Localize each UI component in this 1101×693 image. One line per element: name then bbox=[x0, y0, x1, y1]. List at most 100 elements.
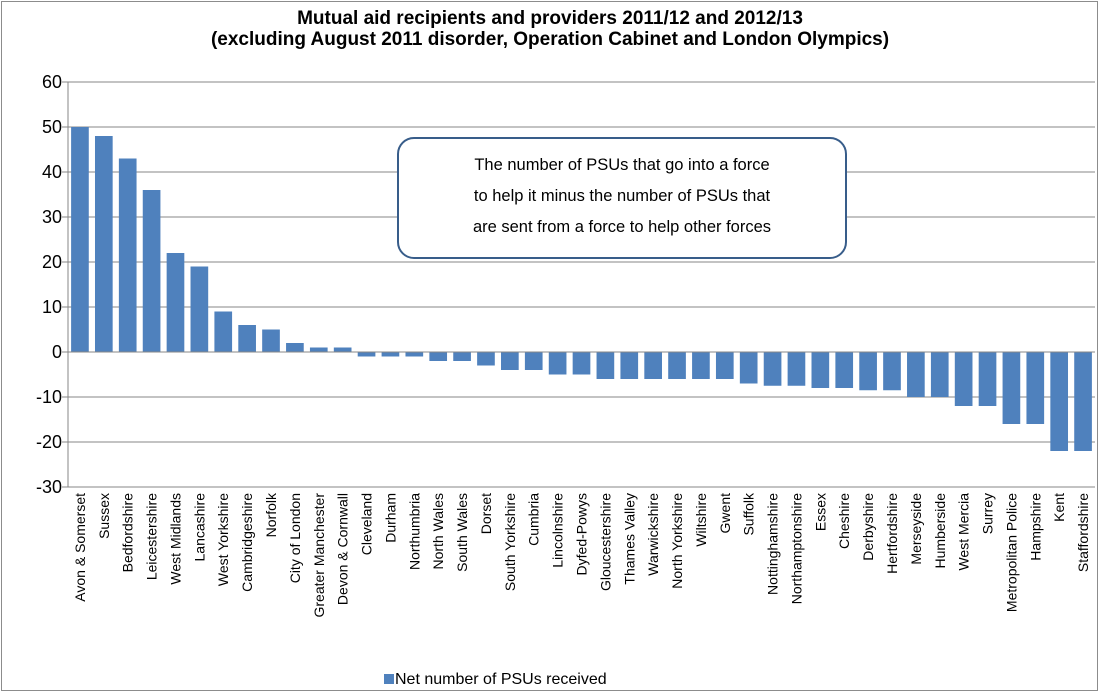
bar bbox=[94, 136, 113, 352]
x-tick-label: Devon & Cornwall bbox=[335, 493, 351, 605]
x-tick-label: Warwickshire bbox=[645, 493, 661, 576]
x-tick-label: Sussex bbox=[96, 493, 112, 539]
bar bbox=[859, 352, 877, 391]
x-tick-label: Hertfordshire bbox=[884, 493, 900, 574]
y-tick-label: 40 bbox=[42, 162, 62, 182]
x-tick-label: Thames Valley bbox=[621, 493, 637, 585]
x-tick-label: Surrey bbox=[980, 493, 996, 534]
x-tick-label: Northumbria bbox=[406, 493, 422, 570]
x-tick-label: Lincolnshire bbox=[550, 493, 566, 568]
bar bbox=[930, 352, 949, 397]
chart-title-line-1: Mutual aid recipients and providers 2011… bbox=[297, 8, 803, 29]
bar bbox=[644, 352, 662, 379]
x-tick-label: Dyfed-Powys bbox=[574, 493, 590, 575]
bar bbox=[978, 352, 997, 406]
legend-label: Net number of PSUs received bbox=[395, 671, 607, 688]
axes bbox=[67, 82, 1095, 487]
x-tick-label: Norfolk bbox=[263, 492, 279, 537]
y-tick-labels: 60 50 40 30 20 10 0 -10 -20 -30 bbox=[36, 72, 62, 497]
bar bbox=[692, 352, 710, 379]
x-tick-label: West Yorkshire bbox=[215, 493, 231, 586]
bar bbox=[190, 266, 209, 352]
x-tick-label: Derbyshire bbox=[860, 493, 876, 561]
bar bbox=[548, 352, 567, 375]
bar bbox=[429, 352, 448, 361]
bar bbox=[835, 352, 854, 388]
x-tick-label: City of London bbox=[287, 493, 303, 583]
bar bbox=[524, 352, 543, 370]
bar bbox=[166, 253, 185, 352]
x-tick-label: Dorset bbox=[478, 493, 494, 534]
x-tick-label: Nottinghamshire bbox=[765, 493, 781, 595]
x-tick-label: Northamptonshire bbox=[788, 493, 804, 604]
y-tick-label: -10 bbox=[36, 387, 62, 407]
y-tick-label: 0 bbox=[52, 342, 62, 362]
x-tick-label: West Midlands bbox=[167, 493, 183, 585]
annotation-line-3: are sent from a force to help other forc… bbox=[473, 218, 771, 236]
x-tick-label: Merseyside bbox=[908, 493, 924, 565]
bar bbox=[1074, 352, 1092, 451]
x-tick-label: Cambridgeshire bbox=[239, 493, 255, 592]
y-tick-label: 20 bbox=[42, 252, 62, 272]
annotation-callout: The number of PSUs that go into a force … bbox=[397, 137, 847, 259]
y-tick-label: -30 bbox=[36, 477, 62, 497]
x-tick-labels: Avon & Somerset Sussex Bedfordshire Leicest… bbox=[72, 492, 1091, 618]
x-tick-label: West Mercia bbox=[956, 493, 972, 571]
bar bbox=[238, 325, 256, 352]
bar bbox=[954, 352, 973, 406]
bar bbox=[1026, 352, 1045, 424]
x-tick-label: Humberside bbox=[932, 493, 948, 569]
bar bbox=[763, 352, 782, 386]
bar bbox=[1050, 352, 1069, 451]
bar bbox=[357, 352, 376, 357]
annotation-line-2: to help it minus the number of PSUs that bbox=[474, 187, 771, 205]
y-tick-label: 50 bbox=[42, 117, 62, 137]
y-tick-label: 30 bbox=[42, 207, 62, 227]
y-tick-label: -20 bbox=[36, 432, 62, 452]
bar bbox=[907, 352, 925, 397]
x-tick-label: Cheshire bbox=[836, 493, 852, 549]
x-tick-label: Suffolk bbox=[741, 492, 757, 536]
bar bbox=[668, 352, 686, 379]
x-tick-label: Gwent bbox=[717, 493, 733, 534]
legend-swatch bbox=[384, 674, 394, 684]
bar bbox=[214, 311, 233, 352]
x-tick-label: South Wales bbox=[454, 493, 470, 572]
x-tick-label: Essex bbox=[812, 493, 828, 531]
bars bbox=[71, 127, 1092, 451]
x-tick-label: North Wales bbox=[430, 493, 446, 570]
bar bbox=[715, 352, 734, 379]
bar bbox=[142, 190, 161, 352]
annotation-box bbox=[397, 137, 847, 259]
x-tick-label: Wiltshire bbox=[693, 493, 709, 547]
bar bbox=[333, 347, 352, 352]
annotation-line-1: The number of PSUs that go into a force bbox=[474, 156, 769, 174]
bar bbox=[286, 343, 304, 352]
bar bbox=[883, 352, 901, 391]
x-tick-label: Leicestershire bbox=[144, 493, 160, 580]
bar bbox=[381, 352, 400, 357]
bar bbox=[787, 352, 806, 386]
y-tick-label: 60 bbox=[42, 72, 62, 92]
bar bbox=[596, 352, 615, 379]
x-tick-label: Cleveland bbox=[359, 493, 375, 555]
x-tick-label: Bedfordshire bbox=[120, 493, 136, 573]
bar bbox=[118, 158, 137, 352]
bar bbox=[453, 352, 471, 361]
bar bbox=[620, 352, 639, 379]
chart-title-line-2: (excluding August 2011 disorder, Operati… bbox=[211, 29, 889, 50]
bar bbox=[477, 352, 495, 366]
bar bbox=[572, 352, 591, 375]
legend: Net number of PSUs received bbox=[384, 671, 607, 688]
bar bbox=[71, 127, 89, 352]
x-tick-label: Metropolitan Police bbox=[1003, 493, 1019, 612]
x-tick-label: Durham bbox=[382, 493, 398, 543]
x-tick-label: Cumbria bbox=[526, 493, 542, 546]
x-tick-label: Hampshire bbox=[1027, 493, 1043, 561]
x-tick-label: Lancashire bbox=[191, 493, 207, 562]
x-tick-label: Staffordshire bbox=[1075, 493, 1091, 572]
x-tick-label: Gloucestershire bbox=[597, 493, 613, 591]
x-tick-label: South Yorkshire bbox=[502, 493, 518, 591]
